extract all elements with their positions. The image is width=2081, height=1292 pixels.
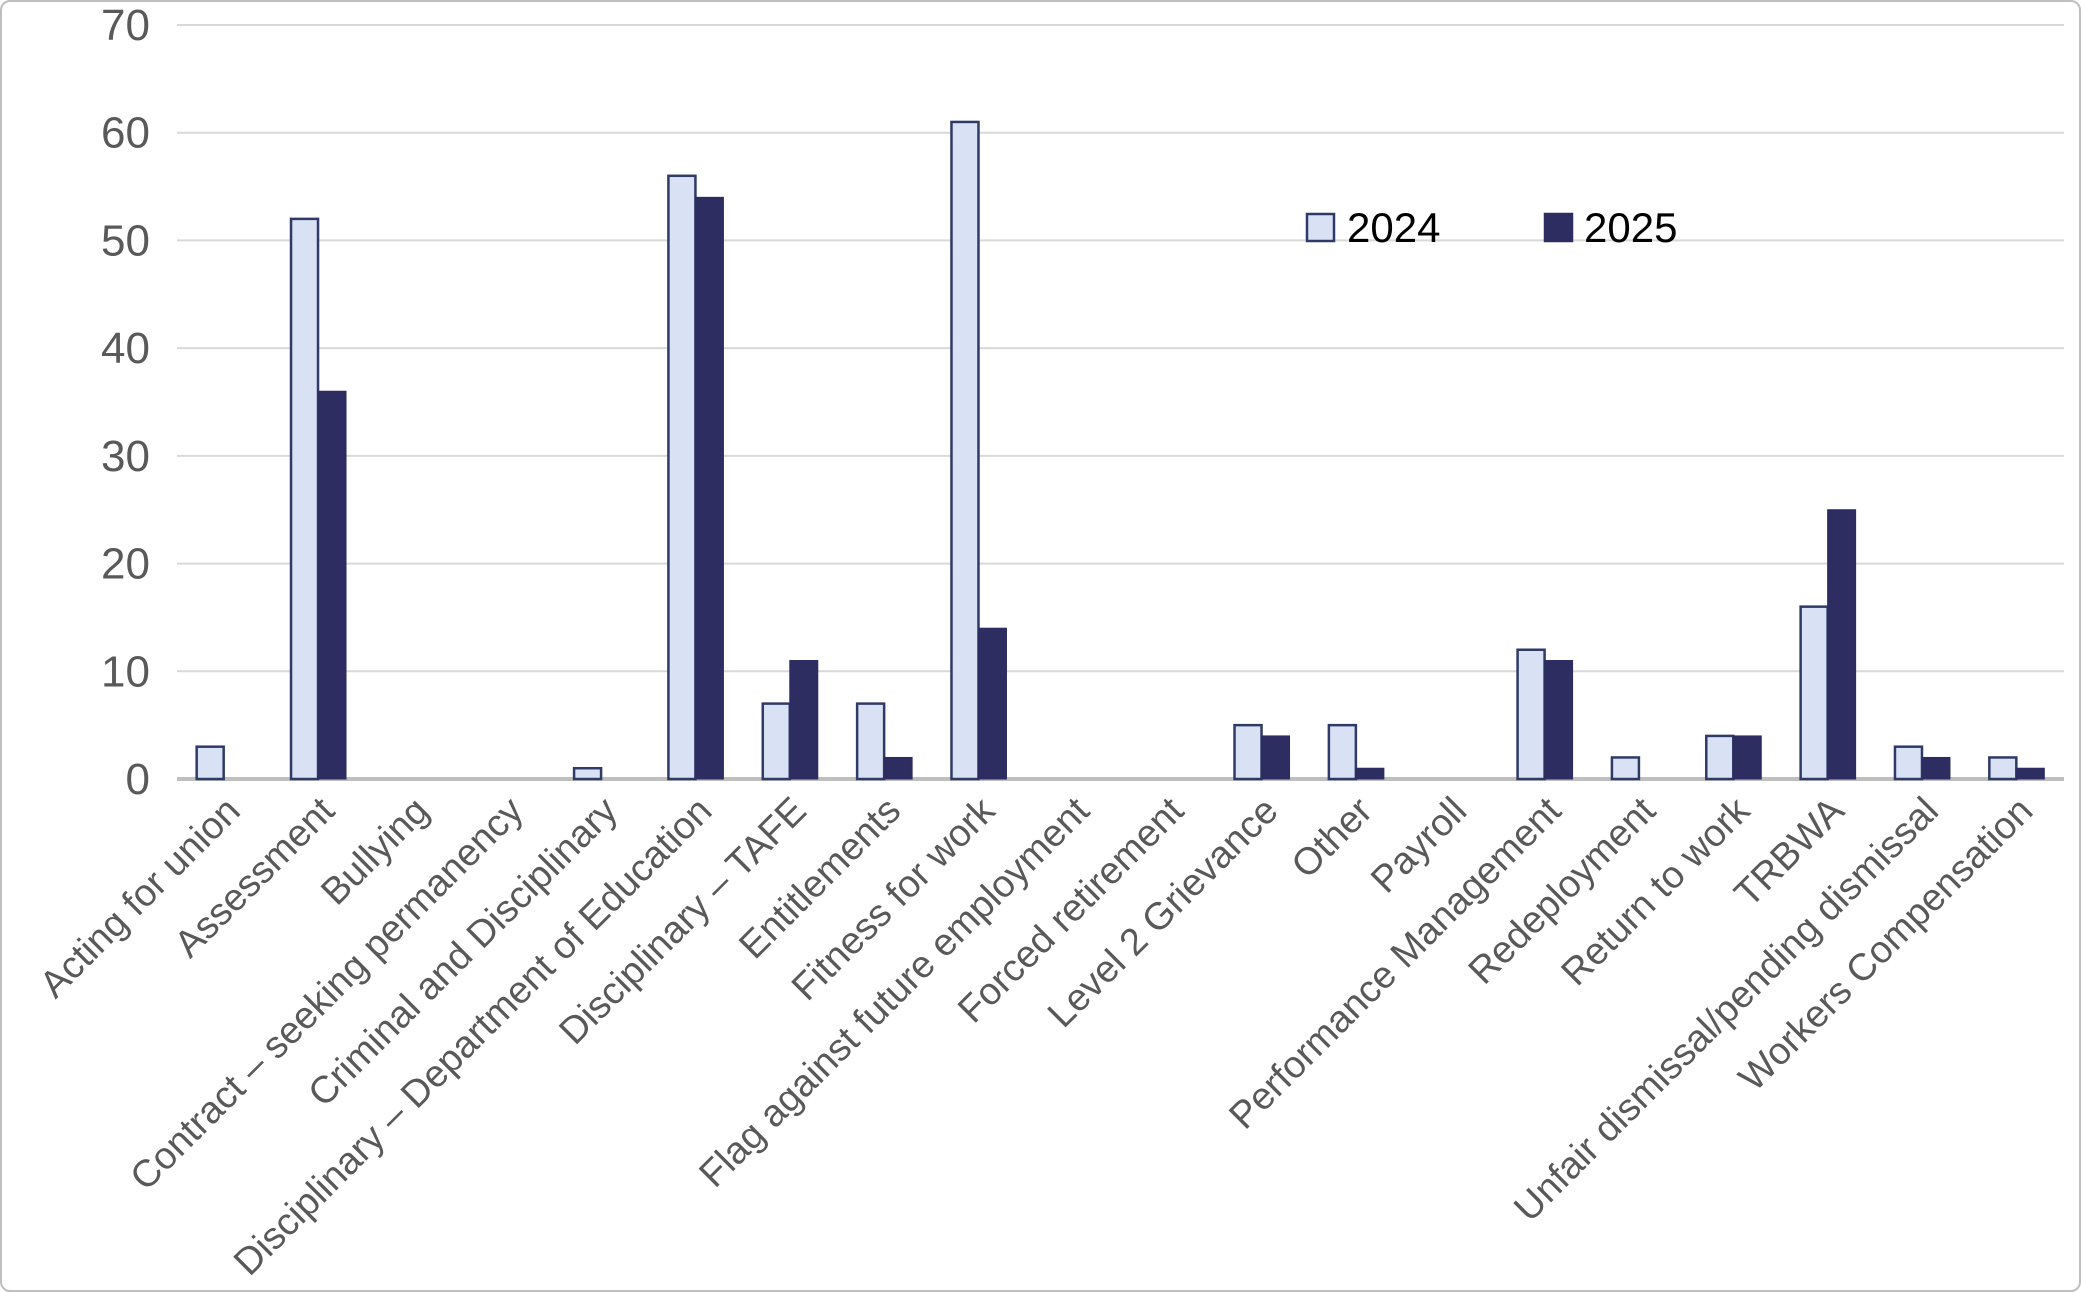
bar-2024-fitness-for-work bbox=[950, 120, 980, 781]
legend-label-2024: 2024 bbox=[1347, 204, 1440, 251]
bar-2025-other bbox=[1355, 767, 1385, 780]
y-tick-label-60: 60 bbox=[101, 109, 150, 158]
bar-2024-entitlements bbox=[855, 702, 886, 781]
bar-2024-acting-for-union bbox=[195, 745, 225, 781]
y-tick-label-40: 40 bbox=[101, 324, 150, 373]
legend-swatch-2024 bbox=[1305, 212, 1336, 243]
bar-2025-performance-management bbox=[1544, 660, 1574, 780]
y-tick-label-70: 70 bbox=[101, 2, 150, 50]
bar-2024-performance-management bbox=[1516, 648, 1546, 781]
legend-swatch-2025 bbox=[1543, 212, 1574, 243]
y-tick-label-20: 20 bbox=[101, 540, 150, 589]
bar-2025-workers-compensation bbox=[2015, 767, 2045, 780]
bar-2025-unfair-dismissal-pending-dismissal bbox=[1921, 756, 1951, 780]
bar-2025-level-2-grievance bbox=[1261, 735, 1291, 780]
bar-2024-other bbox=[1327, 723, 1358, 781]
bar-2024-return-to-work bbox=[1705, 734, 1735, 781]
bar-2025-disciplinary-tafe bbox=[789, 660, 819, 780]
bar-2024-level-2-grievance bbox=[1233, 723, 1263, 781]
bar-2024-workers-compensation bbox=[1988, 756, 2018, 781]
bar-2025-fitness-for-work bbox=[977, 627, 1007, 780]
bar-2025-disciplinary-department-of-education bbox=[694, 196, 724, 780]
bar-2025-return-to-work bbox=[1732, 735, 1762, 780]
bar-2024-trbwa bbox=[1799, 605, 1829, 781]
bar-2025-trbwa bbox=[1827, 509, 1857, 780]
bar-2024-criminal-and-disciplinary bbox=[572, 766, 603, 781]
y-tick-label-0: 0 bbox=[126, 755, 150, 804]
bar-2025-assessment bbox=[317, 390, 347, 780]
bar-2024-assessment bbox=[289, 217, 320, 781]
legend-label-2025: 2025 bbox=[1584, 204, 1677, 251]
y-tick-label-30: 30 bbox=[101, 432, 150, 481]
bar-2025-entitlements bbox=[883, 756, 913, 780]
bar-2024-redeployment bbox=[1610, 756, 1641, 781]
y-tick-label-50: 50 bbox=[101, 216, 150, 265]
y-tick-label-10: 10 bbox=[101, 647, 150, 696]
bar-2024-unfair-dismissal-pending-dismissal bbox=[1893, 745, 1924, 781]
bar-2024-disciplinary-tafe bbox=[761, 702, 792, 781]
bar-2024-disciplinary-department-of-education bbox=[667, 174, 697, 781]
